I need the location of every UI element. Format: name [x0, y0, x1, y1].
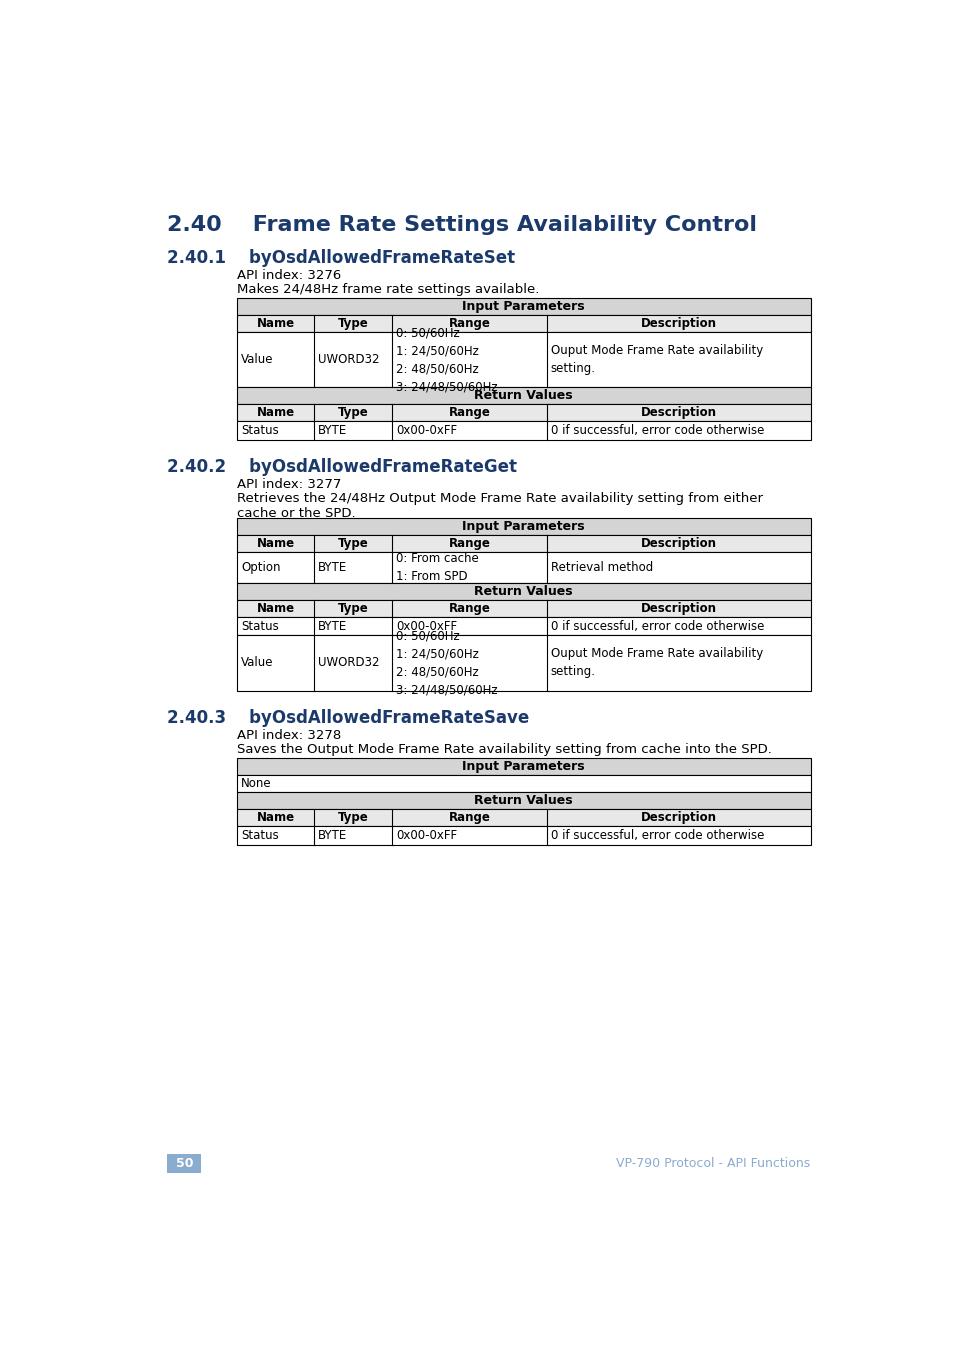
Text: Return Values: Return Values — [474, 795, 573, 807]
Text: API index: 3277: API index: 3277 — [236, 478, 341, 492]
Text: Type: Type — [337, 317, 368, 330]
Text: Name: Name — [256, 601, 294, 615]
Text: 0x00-0xFF: 0x00-0xFF — [395, 620, 456, 632]
Text: Retrieval method: Retrieval method — [550, 561, 652, 574]
Text: Input Parameters: Input Parameters — [462, 301, 584, 313]
Text: API index: 3276: API index: 3276 — [236, 268, 341, 282]
Bar — [236, 758, 810, 776]
Text: 0x00-0xFF: 0x00-0xFF — [395, 424, 456, 437]
Text: Type: Type — [337, 406, 368, 420]
Bar — [236, 826, 810, 845]
Bar — [236, 617, 810, 635]
Text: 50: 50 — [175, 1156, 193, 1170]
Text: Retrieves the 24/48Hz Output Mode Frame Rate availability setting from either
ca: Retrieves the 24/48Hz Output Mode Frame … — [236, 492, 762, 520]
Text: 0: 50/60Hz
1: 24/50/60Hz
2: 48/50/60Hz
3: 24/48/50/60Hz: 0: 50/60Hz 1: 24/50/60Hz 2: 48/50/60Hz 3… — [395, 630, 497, 696]
Bar — [236, 584, 810, 600]
Text: Type: Type — [337, 811, 368, 825]
Text: Type: Type — [337, 538, 368, 550]
Text: UWORD32: UWORD32 — [318, 657, 379, 669]
Text: 2.40    Frame Rate Settings Availability Control: 2.40 Frame Rate Settings Availability Co… — [167, 215, 757, 234]
Text: Description: Description — [640, 811, 716, 825]
Text: VP-790 Protocol - API Functions: VP-790 Protocol - API Functions — [616, 1156, 810, 1170]
Bar — [236, 421, 810, 440]
Text: BYTE: BYTE — [318, 424, 347, 437]
Text: 2.40.1    byOsdAllowedFrameRateSet: 2.40.1 byOsdAllowedFrameRateSet — [167, 249, 515, 267]
Bar — [236, 405, 810, 421]
Text: 0 if successful, error code otherwise: 0 if successful, error code otherwise — [550, 829, 763, 842]
Bar — [236, 776, 810, 792]
Text: Name: Name — [256, 406, 294, 420]
Text: BYTE: BYTE — [318, 829, 347, 842]
Text: 0 if successful, error code otherwise: 0 if successful, error code otherwise — [550, 620, 763, 632]
Text: Option: Option — [241, 561, 280, 574]
Text: UWORD32: UWORD32 — [318, 353, 379, 366]
Bar — [236, 552, 810, 584]
Text: Range: Range — [448, 601, 490, 615]
Bar — [236, 600, 810, 617]
Text: Range: Range — [448, 317, 490, 330]
Text: Range: Range — [448, 406, 490, 420]
Text: Ouput Mode Frame Rate availability
setting.: Ouput Mode Frame Rate availability setti… — [550, 344, 762, 375]
Text: 0x00-0xFF: 0x00-0xFF — [395, 829, 456, 842]
Text: Status: Status — [241, 829, 278, 842]
Text: Ouput Mode Frame Rate availability
setting.: Ouput Mode Frame Rate availability setti… — [550, 647, 762, 678]
Bar — [236, 332, 810, 387]
Text: Return Values: Return Values — [474, 390, 573, 402]
Text: Makes 24/48Hz frame rate settings available.: Makes 24/48Hz frame rate settings availa… — [236, 283, 538, 295]
Text: Status: Status — [241, 424, 278, 437]
Text: Description: Description — [640, 317, 716, 330]
Bar — [236, 298, 810, 315]
Text: Input Parameters: Input Parameters — [462, 761, 584, 773]
Text: Name: Name — [256, 538, 294, 550]
Text: Value: Value — [241, 657, 274, 669]
Text: BYTE: BYTE — [318, 561, 347, 574]
Text: 2.40.2    byOsdAllowedFrameRateGet: 2.40.2 byOsdAllowedFrameRateGet — [167, 458, 517, 477]
Text: 0: 50/60Hz
1: 24/50/60Hz
2: 48/50/60Hz
3: 24/48/50/60Hz: 0: 50/60Hz 1: 24/50/60Hz 2: 48/50/60Hz 3… — [395, 326, 497, 393]
Text: 2.40.3    byOsdAllowedFrameRateSave: 2.40.3 byOsdAllowedFrameRateSave — [167, 709, 529, 727]
Bar — [236, 519, 810, 535]
Text: Type: Type — [337, 601, 368, 615]
Text: Description: Description — [640, 406, 716, 420]
Text: 0 if successful, error code otherwise: 0 if successful, error code otherwise — [550, 424, 763, 437]
Text: Saves the Output Mode Frame Rate availability setting from cache into the SPD.: Saves the Output Mode Frame Rate availab… — [236, 743, 771, 756]
Text: None: None — [241, 777, 272, 791]
Text: Name: Name — [256, 811, 294, 825]
Bar — [236, 387, 810, 405]
Text: Value: Value — [241, 353, 274, 366]
Text: Status: Status — [241, 620, 278, 632]
Bar — [167, 1154, 201, 1173]
Text: BYTE: BYTE — [318, 620, 347, 632]
Bar — [236, 535, 810, 552]
Text: Name: Name — [256, 317, 294, 330]
Text: Range: Range — [448, 811, 490, 825]
Bar — [236, 810, 810, 826]
Text: 0: From cache
1: From SPD: 0: From cache 1: From SPD — [395, 552, 478, 584]
Bar — [236, 792, 810, 810]
Bar — [236, 315, 810, 332]
Text: Description: Description — [640, 601, 716, 615]
Text: Return Values: Return Values — [474, 585, 573, 598]
Text: Range: Range — [448, 538, 490, 550]
Bar — [236, 635, 810, 691]
Text: API index: 3278: API index: 3278 — [236, 730, 341, 742]
Text: Description: Description — [640, 538, 716, 550]
Text: Input Parameters: Input Parameters — [462, 520, 584, 533]
